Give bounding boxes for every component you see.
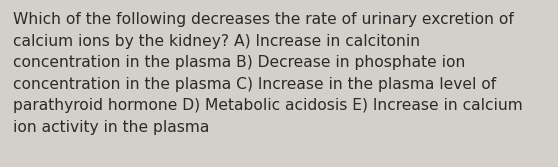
Text: Which of the following decreases the rate of urinary excretion of
calcium ions b: Which of the following decreases the rat…	[13, 12, 523, 135]
